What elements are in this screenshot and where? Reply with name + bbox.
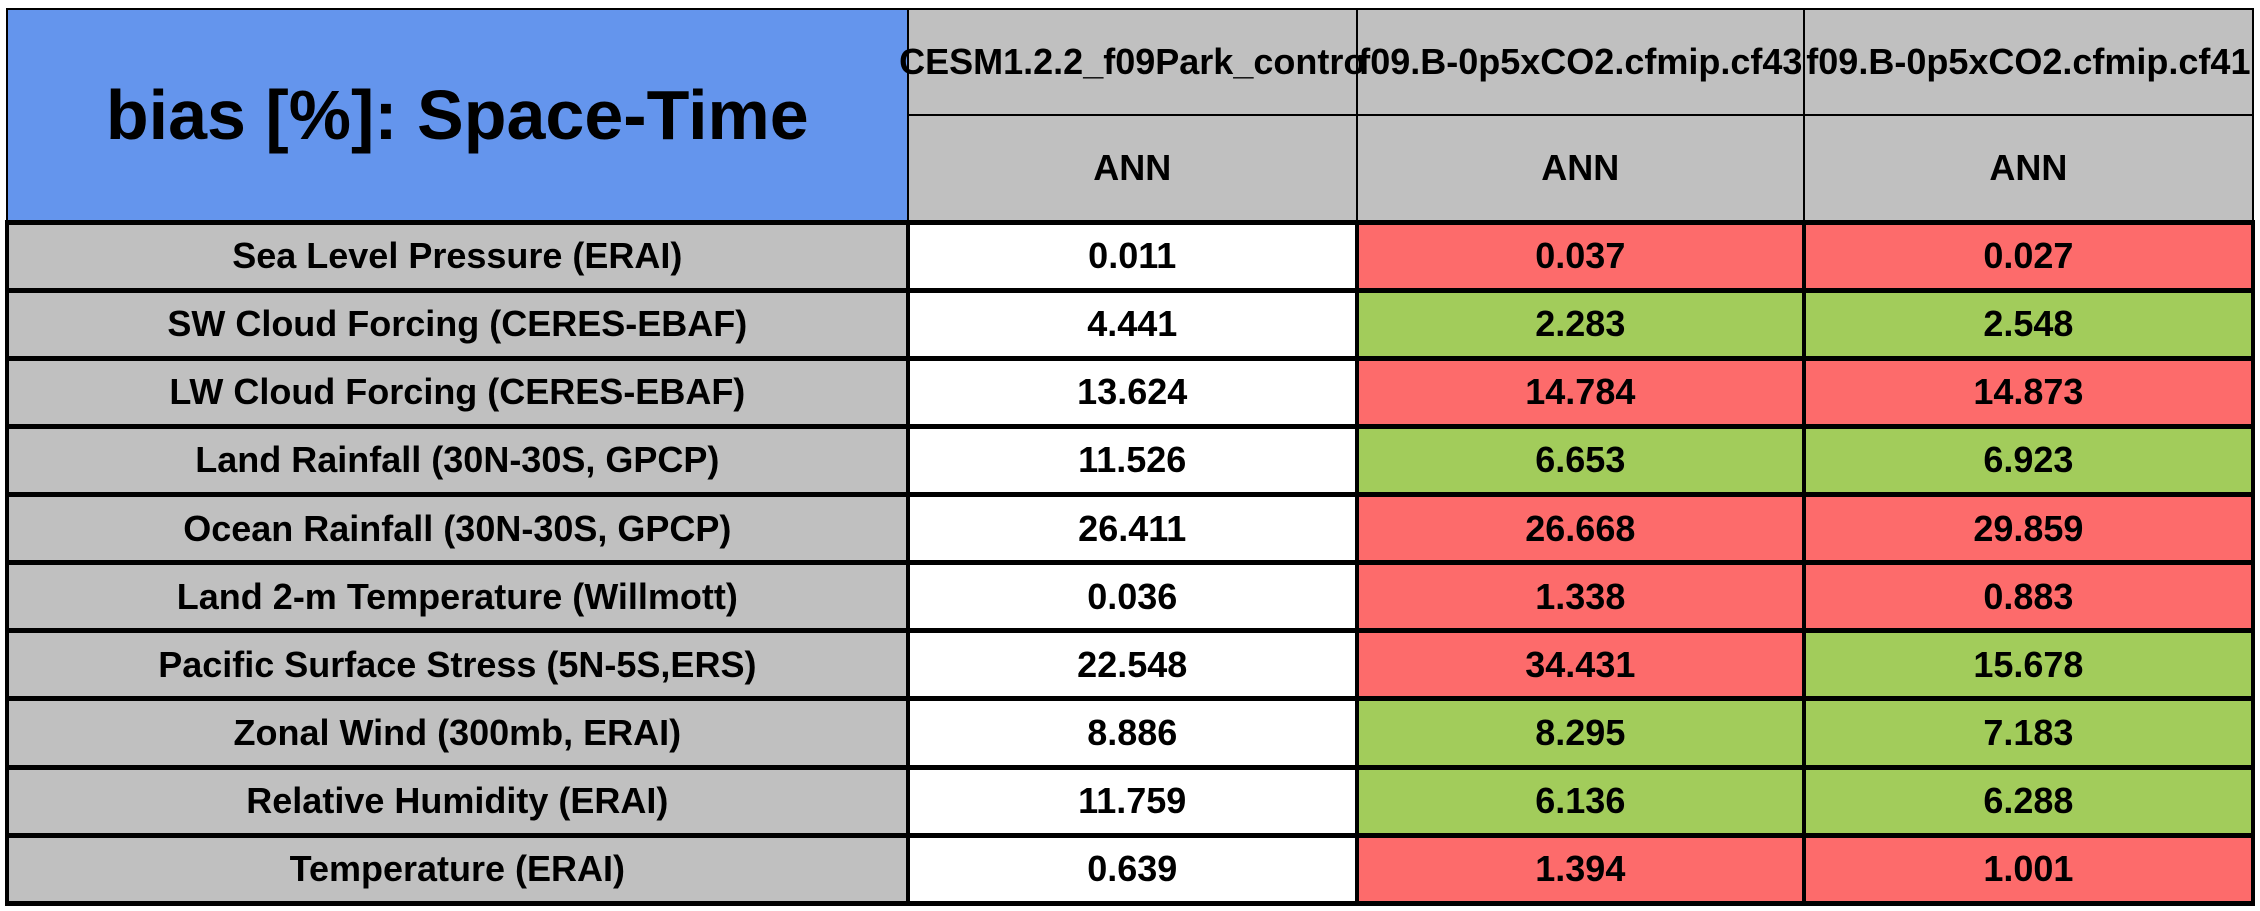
table-row: Land 2-m Temperature (Willmott) 0.036 1.… [5, 560, 2256, 634]
value-cell: 0.639 [905, 832, 1359, 907]
value-cell: 8.886 [905, 696, 1359, 770]
row-label: LW Cloud Forcing (CERES-EBAF) [5, 355, 910, 429]
row-label: Zonal Wind (300mb, ERAI) [5, 696, 910, 770]
season-header-row: ANN ANN ANN [7, 114, 2255, 223]
value-cell: 13.624 [905, 355, 1359, 429]
value-cell: 0.011 [905, 219, 1359, 293]
value-cell: 15.678 [1801, 628, 2256, 702]
value-cell: 1.338 [1354, 560, 1806, 634]
value-cell: 14.784 [1354, 355, 1806, 429]
table-row: Land Rainfall (30N-30S, GPCP) 11.526 6.6… [5, 423, 2256, 498]
table-row: Temperature (ERAI) 0.639 1.394 1.001 [5, 832, 2256, 907]
table-row: Sea Level Pressure (ERAI) 0.011 0.037 0.… [5, 219, 2256, 293]
value-cell: 0.036 [905, 560, 1359, 634]
column-header-text-wrap: f09.B-0p5xCO2.cfmip.cf43 [1358, 41, 1803, 83]
value-cell: 26.411 [905, 492, 1359, 566]
value-cell: 14.873 [1801, 355, 2256, 429]
value-cell: 6.136 [1354, 764, 1806, 838]
row-label: Temperature (ERAI) [5, 832, 910, 907]
table-row: SW Cloud Forcing (CERES-EBAF) 4.441 2.28… [5, 287, 2256, 361]
row-label: Ocean Rainfall (30N-30S, GPCP) [5, 492, 910, 566]
value-cell: 0.883 [1801, 560, 2256, 634]
column-header-control-run: CESM1.2.2_f09Park_contro [899, 8, 1365, 116]
value-cell: 6.288 [1801, 764, 2256, 838]
value-cell: 0.027 [1801, 219, 2256, 293]
season-header: ANN [1802, 114, 2255, 223]
row-label: Land Rainfall (30N-30S, GPCP) [5, 423, 910, 498]
column-header-label: CESM1.2.2_f09Park_contro [899, 41, 1366, 82]
value-cell: 22.548 [905, 628, 1359, 702]
metrics-table: bias [%]: Space-Time CESM1.2.2_f09Park_c… [5, 8, 2256, 907]
column-header-run-cf43: f09.B-0p5xCO2.cfmip.cf43 [1355, 8, 1805, 116]
column-header-label: f09.B-0p5xCO2.cfmip.cf43 [1358, 41, 1803, 82]
table-row: Zonal Wind (300mb, ERAI) 8.886 8.295 7.1… [5, 696, 2256, 770]
value-cell: 11.759 [905, 764, 1359, 838]
row-label: Pacific Surface Stress (5N-5S,ERS) [5, 628, 910, 702]
table-row: LW Cloud Forcing (CERES-EBAF) 13.624 14.… [5, 355, 2256, 429]
row-label: Sea Level Pressure (ERAI) [5, 219, 910, 293]
value-cell: 2.283 [1354, 287, 1806, 361]
row-label: SW Cloud Forcing (CERES-EBAF) [5, 287, 910, 361]
value-cell: 34.431 [1354, 628, 1806, 702]
value-cell: 6.923 [1801, 423, 2256, 498]
column-header-text-wrap: f09.B-0p5xCO2.cfmip.cf41 [1805, 41, 2252, 83]
value-cell: 2.548 [1801, 287, 2256, 361]
season-header: ANN [906, 114, 1358, 223]
table-row: Ocean Rainfall (30N-30S, GPCP) 26.411 26… [5, 492, 2256, 566]
value-cell: 6.653 [1354, 423, 1806, 498]
value-cell: 8.295 [1354, 696, 1806, 770]
row-label: Relative Humidity (ERAI) [5, 764, 910, 838]
column-header-run-cf41: f09.B-0p5xCO2.cfmip.cf41 [1802, 8, 2255, 116]
column-header-text-wrap: CESM1.2.2_f09Park_contro [899, 41, 1365, 83]
model-header-row: bias [%]: Space-Time CESM1.2.2_f09Park_c… [6, 8, 2255, 223]
value-cell: 4.441 [905, 287, 1359, 361]
table-row: Relative Humidity (ERAI) 11.759 6.136 6.… [5, 764, 2256, 838]
value-cell: 1.394 [1354, 832, 1806, 907]
value-cell: 0.037 [1354, 219, 1806, 293]
value-cell: 11.526 [905, 423, 1359, 498]
value-cell: 29.859 [1801, 492, 2256, 566]
value-cell: 7.183 [1801, 696, 2256, 770]
table-title: bias [%]: Space-Time [6, 8, 909, 223]
season-header: ANN [1355, 114, 1805, 223]
value-cell: 1.001 [1801, 832, 2256, 907]
row-label: Land 2-m Temperature (Willmott) [5, 560, 910, 634]
value-cell: 26.668 [1354, 492, 1806, 566]
column-header-label: f09.B-0p5xCO2.cfmip.cf41 [1806, 41, 2251, 82]
table-row: Pacific Surface Stress (5N-5S,ERS) 22.54… [5, 628, 2256, 702]
